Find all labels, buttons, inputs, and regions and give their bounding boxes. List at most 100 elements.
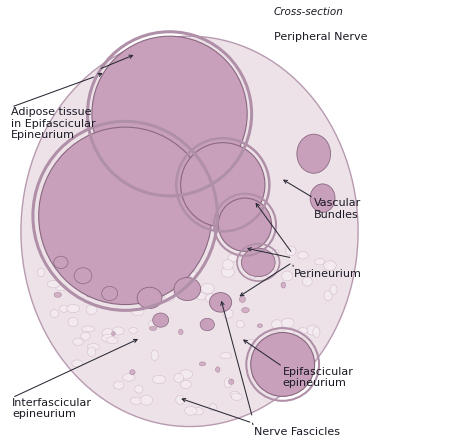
Point [199,72,207,79]
Ellipse shape [307,325,319,335]
Point [102,101,109,108]
Point [223,105,230,113]
Point [188,162,195,169]
Point [150,170,158,177]
Ellipse shape [102,264,115,270]
Text: Cross-section: Cross-section [274,8,344,17]
Ellipse shape [184,406,197,415]
Point [317,186,324,193]
Ellipse shape [252,251,259,256]
Ellipse shape [148,320,159,328]
Point [139,111,146,118]
Point [243,210,250,218]
Ellipse shape [112,287,123,294]
Point [176,250,184,257]
Point [184,257,191,264]
Point [76,195,83,202]
Ellipse shape [220,352,232,359]
Point [221,75,228,82]
Point [112,287,119,295]
Ellipse shape [262,267,274,276]
Ellipse shape [297,134,331,173]
Point [264,250,271,257]
Point [71,235,78,242]
Point [94,243,101,250]
Point [77,257,85,264]
Point [241,163,248,170]
Point [209,207,216,214]
Point [202,171,210,178]
Point [247,169,254,176]
Point [235,171,242,178]
Point [226,128,233,135]
Point [153,158,160,165]
Ellipse shape [179,329,183,335]
Point [168,220,175,227]
Ellipse shape [236,320,244,328]
Point [153,146,161,153]
Point [101,255,108,262]
Point [110,291,117,298]
Ellipse shape [239,296,246,303]
Ellipse shape [112,327,124,335]
Point [187,186,194,193]
Point [101,214,108,221]
Point [183,173,190,180]
Point [243,266,250,273]
Point [101,142,108,149]
Text: Epifascicular
epineurium: Epifascicular epineurium [283,367,354,388]
Point [183,65,190,73]
Point [117,150,124,157]
Point [196,131,203,138]
Point [96,245,104,252]
Ellipse shape [123,374,135,381]
Ellipse shape [139,296,144,300]
Point [105,233,112,240]
Ellipse shape [73,338,83,345]
Point [118,190,126,197]
Point [94,247,101,254]
Point [117,236,124,243]
Ellipse shape [180,380,191,388]
Ellipse shape [64,272,72,278]
Ellipse shape [174,373,184,383]
Point [121,74,128,81]
Ellipse shape [201,283,214,294]
Ellipse shape [127,143,198,187]
Point [104,160,111,167]
Point [201,118,208,125]
Ellipse shape [165,291,175,301]
Point [180,170,188,177]
Point [278,369,285,376]
Point [125,205,132,212]
Point [133,209,140,216]
Ellipse shape [205,294,217,303]
Point [232,151,239,158]
Point [164,194,171,201]
Point [198,202,205,210]
Point [134,89,141,96]
Ellipse shape [222,259,234,270]
Ellipse shape [282,271,293,281]
Point [118,134,126,141]
Point [265,364,272,372]
Point [191,111,198,118]
Point [117,138,125,146]
Ellipse shape [277,339,284,344]
Point [240,187,248,194]
Point [110,160,117,167]
Ellipse shape [102,329,114,338]
Ellipse shape [216,367,220,372]
Point [81,255,88,262]
Ellipse shape [272,249,279,257]
Ellipse shape [90,268,100,276]
Ellipse shape [282,329,294,336]
Point [302,375,309,382]
Point [193,169,200,176]
Point [227,186,234,193]
Point [54,257,61,264]
Ellipse shape [249,271,257,278]
Point [291,384,298,392]
Point [231,183,239,190]
Point [140,80,147,87]
